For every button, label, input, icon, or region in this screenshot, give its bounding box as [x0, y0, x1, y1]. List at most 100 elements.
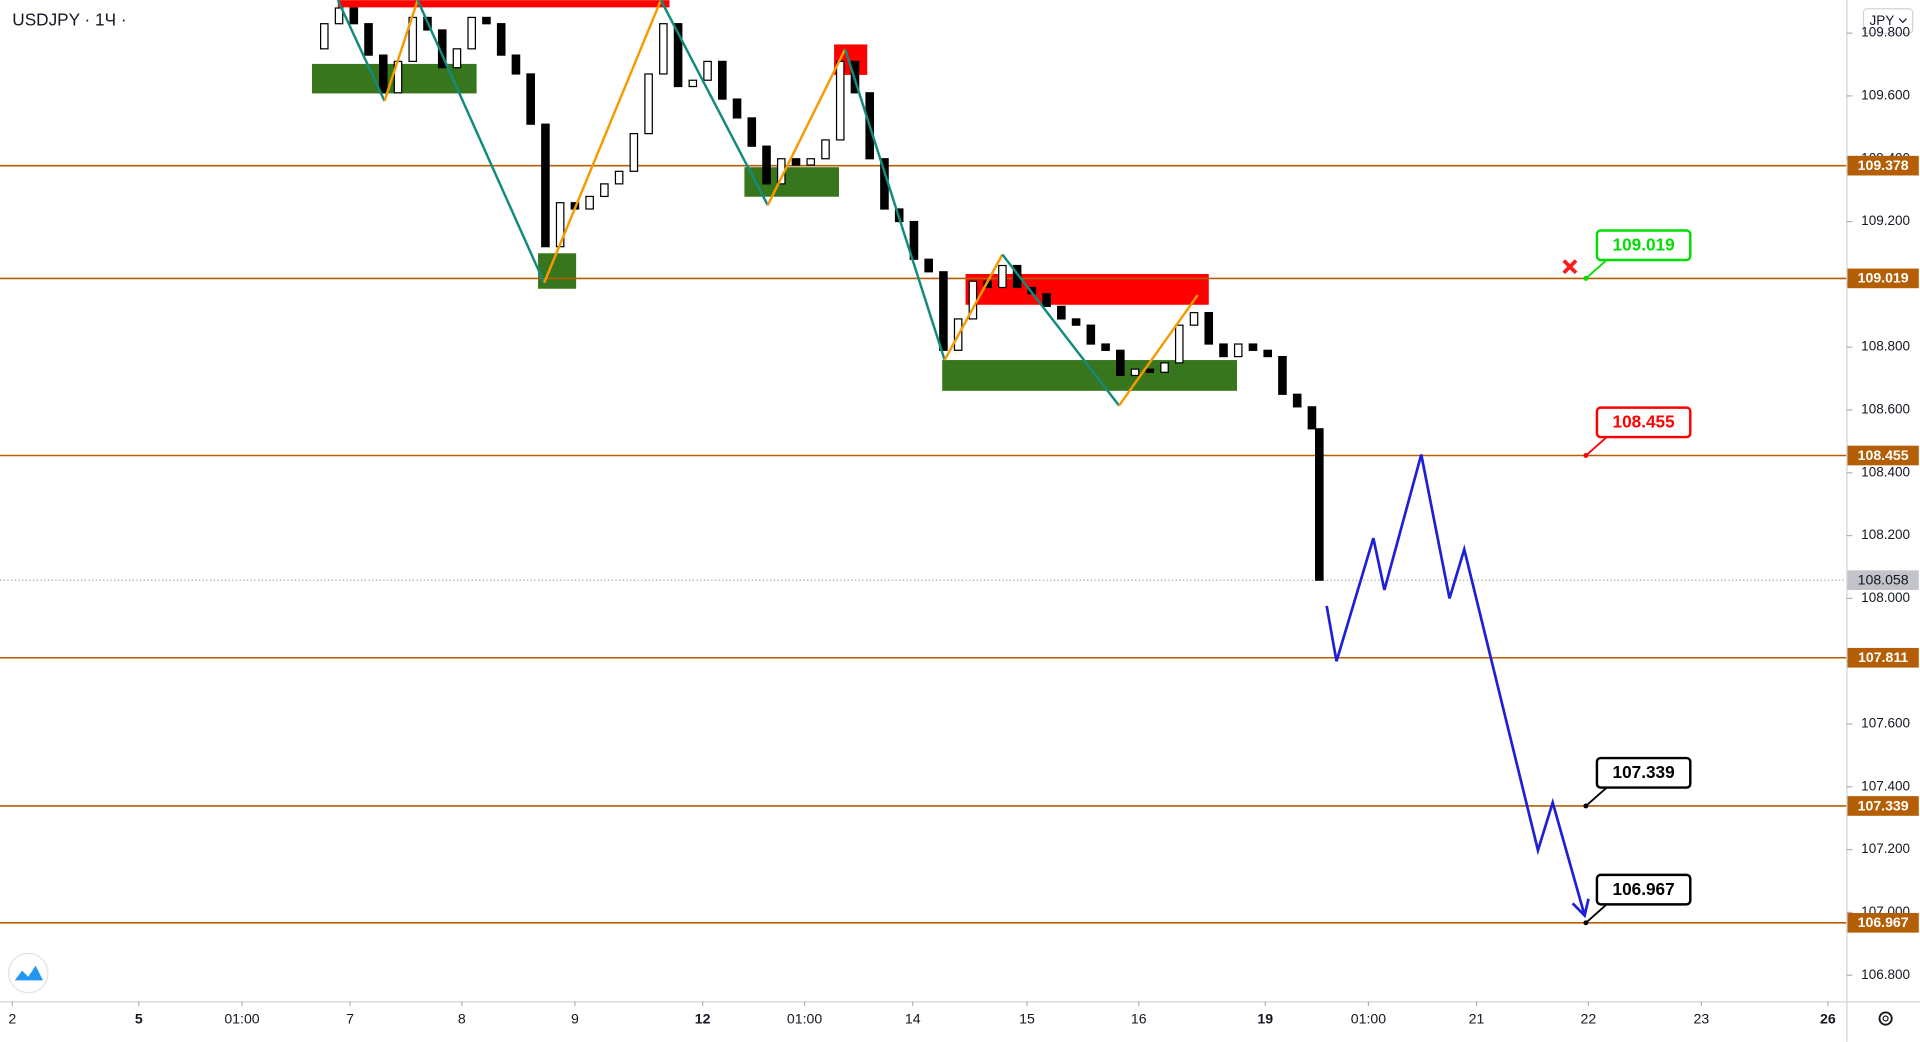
callout-anchor	[1583, 803, 1589, 809]
y-tick-label: 109.800	[1861, 25, 1910, 40]
candle-body	[747, 117, 757, 147]
candle-body	[1042, 293, 1051, 307]
candle-body	[762, 145, 771, 185]
last-price-box	[1847, 570, 1919, 591]
candle-body	[1189, 312, 1199, 326]
plot-area	[0, 0, 1847, 924]
symbol-title: USDJPY · 1Ч ·	[12, 10, 126, 30]
candle-body	[1145, 368, 1155, 373]
last-price-label: 108.058	[1858, 572, 1909, 588]
x-tick-label: 01:00	[224, 1010, 259, 1026]
candle-body	[482, 16, 491, 25]
currency-button[interactable]	[1862, 8, 1914, 34]
y-tick-label: 109.600	[1861, 87, 1910, 102]
candle-body	[1130, 368, 1140, 377]
x-tick-label: 14	[905, 1010, 921, 1026]
candle-body	[467, 16, 477, 50]
y-tick-label: 107.400	[1861, 778, 1910, 793]
candle-body	[718, 60, 727, 100]
zigzag-segment	[1118, 294, 1199, 407]
candle-body	[732, 98, 742, 119]
candle-body	[1101, 343, 1110, 351]
callout-pointer	[1585, 786, 1608, 807]
currency-label[interactable]: JPY	[1870, 13, 1895, 28]
x-tick-label: 15	[1019, 1010, 1035, 1026]
x-tick-label: 9	[571, 1010, 579, 1026]
y-tick-label: 108.400	[1861, 464, 1910, 479]
candle-body	[1057, 305, 1066, 320]
candle-body	[496, 23, 506, 56]
x-tick-label: 21	[1469, 1010, 1485, 1026]
candle-body	[349, 7, 359, 25]
candle-body	[1263, 349, 1273, 358]
y-tick-label: 108.800	[1861, 339, 1910, 354]
candle-body	[644, 73, 653, 135]
candle-body	[1086, 324, 1096, 345]
x-tick-label: 8	[458, 1010, 466, 1026]
level-price-label: 107.339	[1858, 797, 1909, 813]
candle-body	[1204, 312, 1214, 345]
candle-body	[1071, 318, 1081, 326]
candle-body	[1307, 406, 1317, 430]
red-x-marker	[1562, 259, 1578, 275]
candle-body	[1160, 362, 1169, 373]
y-tick-label: 109.200	[1861, 213, 1910, 228]
x-tick-label: 7	[346, 1010, 354, 1026]
x-tick-label: 16	[1131, 1010, 1147, 1026]
candle-body	[688, 79, 698, 88]
x-tick-label: 01:00	[1351, 1010, 1386, 1026]
level-price-box	[1847, 647, 1919, 668]
candle-body	[659, 23, 668, 75]
candle-body	[998, 264, 1007, 289]
x-tick-label: 23	[1693, 1010, 1709, 1026]
level-price-label: 107.811	[1858, 649, 1908, 665]
forecast-line	[1325, 454, 1586, 916]
candle-body	[334, 7, 344, 25]
level-price-box	[1847, 268, 1919, 289]
level-price-label: 109.378	[1858, 157, 1909, 173]
candle-body	[526, 73, 535, 125]
callout-box	[1595, 229, 1692, 262]
x-tick-label: 5	[135, 1010, 143, 1026]
candle-body	[1292, 393, 1302, 408]
zone	[744, 167, 840, 197]
zigzag-segment	[843, 48, 946, 361]
candle-body	[629, 133, 639, 172]
x-tick-label: 26	[1820, 1010, 1836, 1026]
callout-box	[1595, 406, 1692, 439]
level-price-label: 109.019	[1858, 270, 1909, 286]
level-price-box	[1847, 445, 1919, 466]
forecast-arrowhead	[1571, 898, 1590, 919]
x-tick-label: 2	[8, 1010, 16, 1026]
zone	[538, 253, 577, 289]
candle-body	[909, 220, 919, 260]
level-price-box	[1847, 912, 1919, 933]
callout-pointer	[1585, 259, 1608, 280]
y-tick-label: 108.000	[1861, 590, 1910, 605]
y-tick-label: 108.200	[1861, 527, 1910, 542]
candle-body	[791, 158, 801, 166]
candle-body	[835, 60, 845, 141]
zigzag-segment	[766, 48, 847, 206]
candle-body	[1315, 428, 1324, 581]
candle-body	[541, 123, 550, 248]
callout-pointer	[1585, 903, 1608, 924]
candle-body	[600, 183, 609, 198]
level-price-box	[1847, 155, 1919, 176]
callout-box	[1595, 756, 1692, 789]
settings-gear[interactable]	[1878, 1011, 1893, 1026]
candle-body	[378, 54, 388, 94]
candle-body	[1116, 349, 1125, 377]
candle-body	[511, 54, 521, 75]
callout-anchor	[1583, 275, 1589, 281]
candle-body	[806, 158, 816, 166]
zigzag-segment	[943, 253, 1004, 361]
zigzag-segment	[336, 0, 386, 102]
candle-body	[452, 48, 462, 69]
candle-body	[1278, 355, 1287, 395]
zigzag-segment	[659, 0, 769, 206]
level-price-label: 108.455	[1858, 447, 1909, 463]
y-tick-label: 107.200	[1861, 841, 1910, 856]
